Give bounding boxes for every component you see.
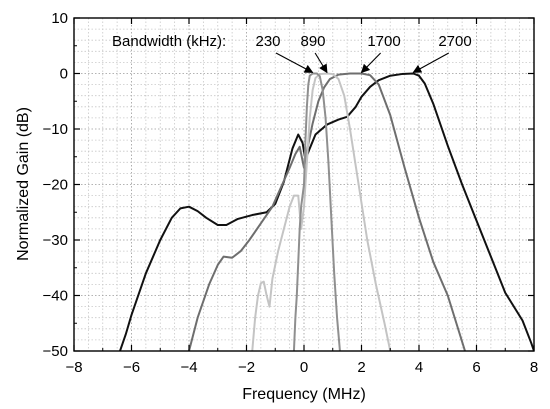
x-tick-label: 0 [300,359,308,376]
x-tick-label: −8 [65,359,82,376]
y-tick-label: 0 [60,66,68,83]
y-tick-label: −50 [43,343,68,360]
bandwidth-arrow-2700 [412,52,450,73]
y-tick-label: −40 [43,288,68,305]
series-line-230 [292,72,341,351]
bandwidth-value-1700: 1700 [367,33,400,50]
annotations: Bandwidth (kHz): 230 890 1700 2700 [112,33,472,74]
x-tick-label: 8 [530,359,538,376]
series-line-890 [251,72,392,351]
bandwidth-label: Bandwidth (kHz): [112,33,226,50]
bandwidth-value-230: 230 [255,33,280,50]
y-tick-label: −20 [43,177,68,194]
y-tick-label: −30 [43,232,68,249]
series-line-2700 [119,72,534,351]
y-tick-label: 10 [51,10,68,27]
bandwidth-arrow-230 [275,52,314,73]
series-group [119,72,534,351]
bandwidth-value-2700: 2700 [438,33,471,50]
bandwidth-value-890: 890 [300,33,325,50]
bandwidth-arrow-890 [314,52,328,74]
x-tick-label: 4 [415,359,423,376]
bandwidth-arrow-1700 [360,52,382,74]
x-tick-label: −4 [180,359,197,376]
x-tick-label: 2 [357,359,365,376]
y-axis-title: Normalized Gain (dB) [15,107,32,261]
x-tick-label: −6 [123,359,140,376]
series-line-1700 [188,72,466,351]
x-tick-label: 6 [472,359,480,376]
x-axis-title: Frequency (MHz) [242,386,366,403]
x-tick-label: −2 [238,359,255,376]
y-tick-label: −10 [43,121,68,138]
